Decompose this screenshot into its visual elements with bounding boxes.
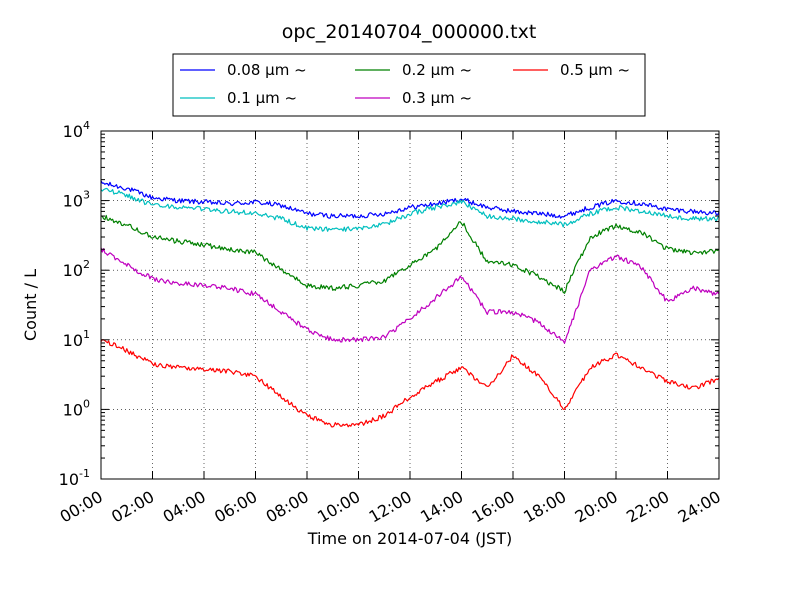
legend-label: 0.5 μm ~	[560, 61, 630, 79]
legend-frame	[172, 53, 646, 117]
legend: 0.08 μm ~ 0.1 μm ~ 0.2 μm ~ 0.3 μm ~ 0.5 μm …	[172, 53, 646, 117]
y-axis-label: Count / L	[21, 269, 40, 341]
series-line	[100, 247, 720, 344]
legend-label: 0.08 μm ~	[227, 61, 307, 79]
y-tick-label: 10-1	[59, 467, 90, 489]
series-line	[100, 187, 720, 232]
series-line	[100, 339, 720, 428]
y-tick-label: 102	[63, 258, 90, 280]
legend-label: 0.3 μm ~	[402, 89, 472, 107]
tick-marks	[100, 130, 720, 480]
x-axis-label: Time on 2014-07-04 (JST)	[307, 529, 512, 548]
y-tick-label: 101	[63, 328, 90, 350]
y-tick-label: 100	[63, 397, 90, 419]
series-line	[100, 180, 720, 219]
legend-label: 0.2 μm ~	[402, 61, 472, 79]
y-tick-label: 104	[63, 119, 90, 141]
series-lines	[100, 180, 720, 428]
series-line	[100, 214, 720, 294]
legend-label: 0.1 μm ~	[227, 89, 297, 107]
chart-title: opc_20140704_000000.txt	[282, 21, 537, 43]
y-tick-label: 103	[63, 189, 90, 211]
gridlines	[101, 131, 719, 479]
y-tick-labels: 10-1 100 101 102 103 104	[59, 119, 90, 489]
